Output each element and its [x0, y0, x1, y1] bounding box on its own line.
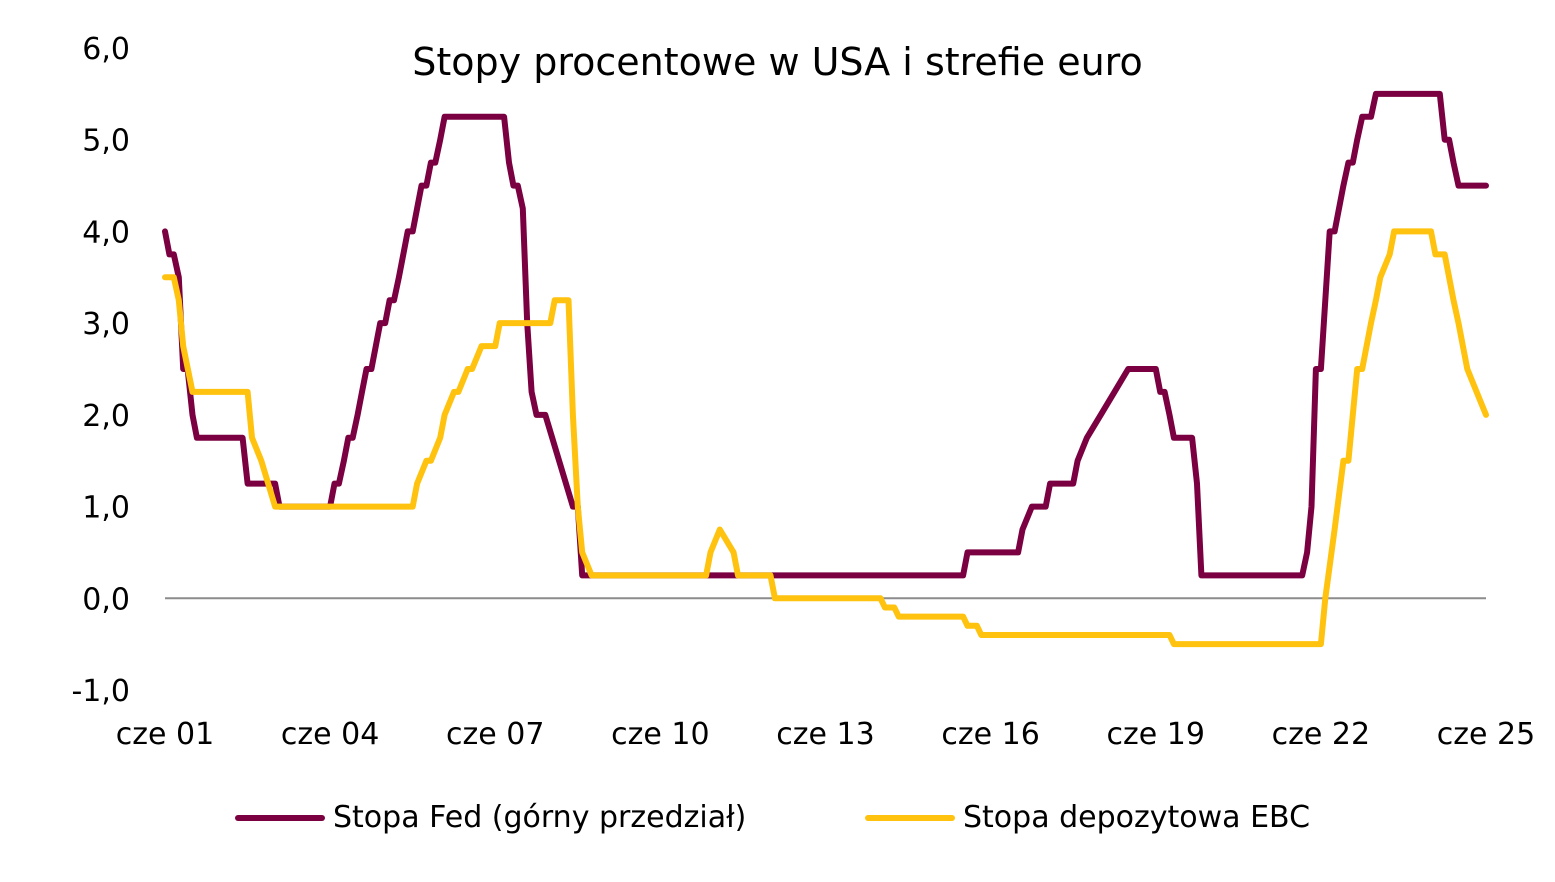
- x-tick-label: cze 22: [1272, 717, 1370, 752]
- y-tick-label: 4,0: [82, 215, 130, 250]
- legend-swatch-fed: [235, 814, 325, 821]
- legend-item-ebc: Stopa depozytowa EBC: [865, 800, 1310, 835]
- x-tick-label: cze 10: [611, 717, 709, 752]
- x-tick-label: cze 25: [1437, 717, 1535, 752]
- legend-item-fed: Stopa Fed (górny przedział): [235, 800, 746, 835]
- series-line-fed: [162, 90, 1489, 579]
- legend-label-ebc: Stopa depozytowa EBC: [963, 800, 1311, 835]
- chart-title: Stopy procentowe w USA i strefie euro: [412, 40, 1143, 84]
- legend-swatch-ebc: [865, 814, 955, 821]
- y-tick-label: 3,0: [82, 307, 130, 342]
- x-tick-label: cze 07: [446, 717, 544, 752]
- y-tick-label: -1,0: [71, 674, 130, 709]
- y-tick-label: 5,0: [82, 124, 130, 159]
- x-tick-label: cze 04: [281, 717, 379, 752]
- x-tick-label: cze 01: [116, 717, 214, 752]
- y-tick-label: 0,0: [82, 582, 130, 617]
- series-line-ebc: [162, 228, 1489, 648]
- x-tick-label: cze 13: [776, 717, 874, 752]
- legend-label-fed: Stopa Fed (górny przedział): [333, 800, 747, 835]
- x-tick-label: cze 19: [1107, 717, 1205, 752]
- y-tick-label: 6,0: [82, 32, 130, 67]
- y-tick-label: 2,0: [82, 399, 130, 434]
- y-tick-label: 1,0: [82, 491, 130, 526]
- x-tick-label: cze 16: [941, 717, 1039, 752]
